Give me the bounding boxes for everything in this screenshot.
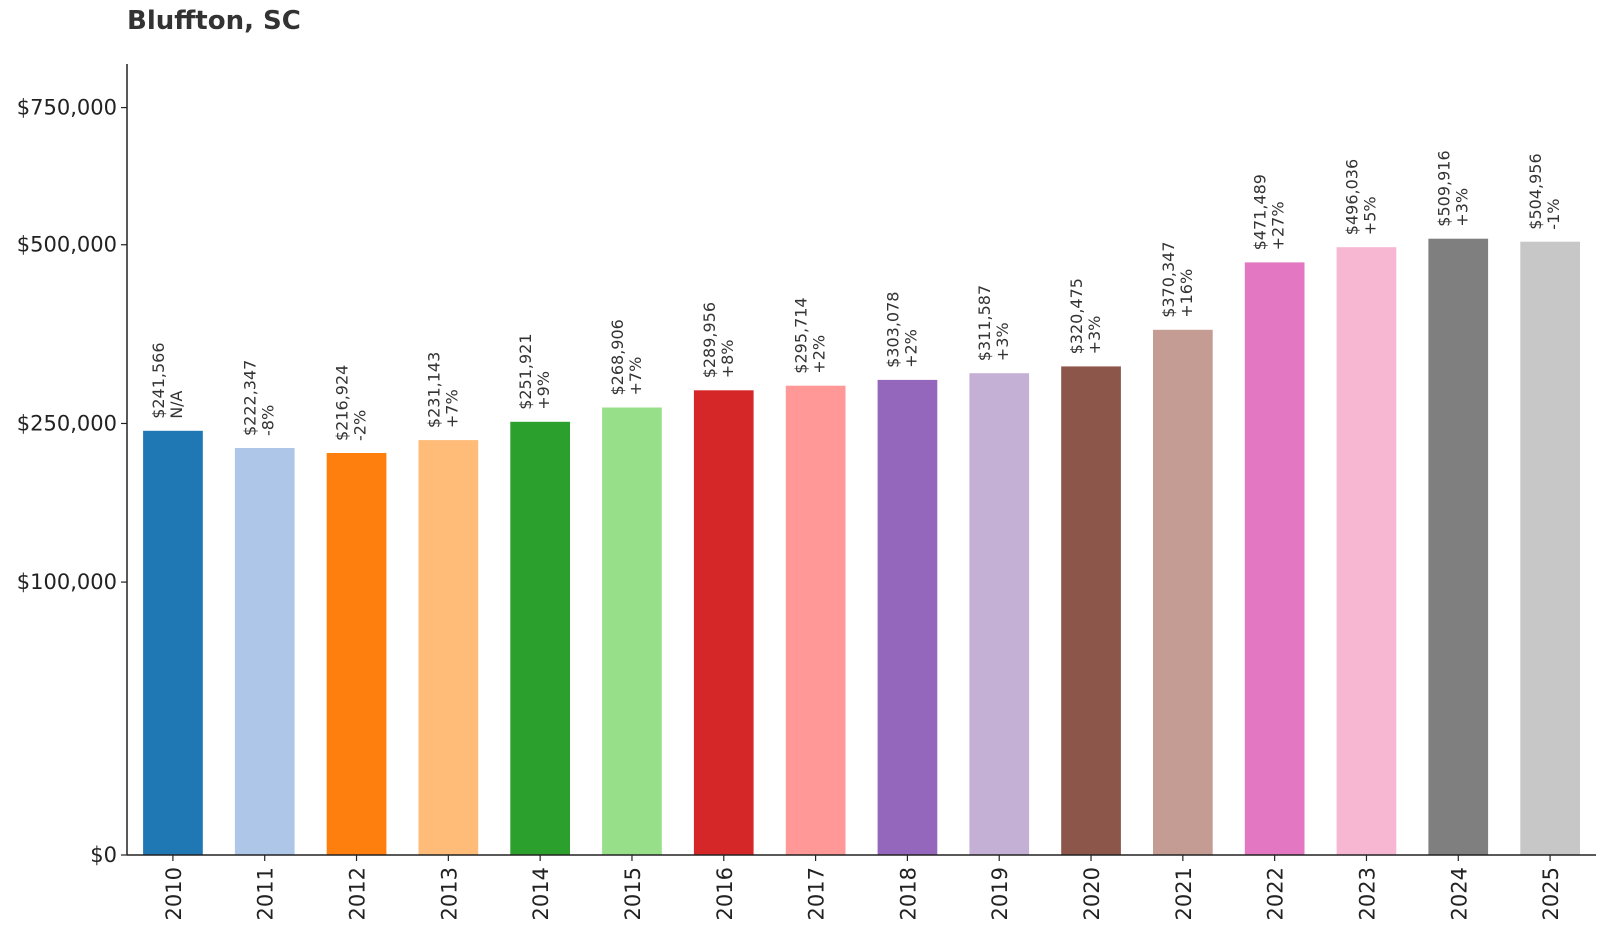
bar-value-text: $295,714 <box>792 297 811 373</box>
bar-value-text: $471,489 <box>1251 174 1270 250</box>
bar-value-text: $509,916 <box>1434 150 1453 226</box>
x-tick-label: 2011 <box>254 867 278 920</box>
bar-change-text: +3% <box>1085 316 1104 355</box>
bar-value-label: $504,956-1% <box>1526 153 1563 229</box>
bar-change-text: +7% <box>626 357 645 396</box>
bar-value-label: $268,906+7% <box>608 319 645 395</box>
bar-value-text: $231,143 <box>424 352 443 428</box>
bar-change-text: +2% <box>901 329 920 368</box>
y-tick-label: $250,000 <box>17 411 117 435</box>
bar-value-text: $504,956 <box>1526 153 1545 229</box>
x-tick-label: 2018 <box>896 867 920 920</box>
x-tick-label: 2022 <box>1264 867 1288 920</box>
bar-2020 <box>1061 366 1121 855</box>
x-tick-label: 2010 <box>162 867 186 920</box>
x-tick-label: 2025 <box>1539 867 1563 920</box>
bar-change-text: +3% <box>1452 188 1471 227</box>
bar-2016 <box>693 390 754 855</box>
bar-value-label: $241,566N/A <box>149 342 186 418</box>
bar-change-text: +2% <box>810 335 829 374</box>
bar-change-text: +7% <box>442 389 461 428</box>
bar-labels-layer: $241,566N/A $222,347-8% $216,924-2% $231,14… <box>149 150 1563 441</box>
bar-value-text: $222,347 <box>241 360 260 436</box>
bar-2021 <box>1153 329 1213 855</box>
bar-2012 <box>326 453 387 855</box>
bar-value-label: $496,036+5% <box>1343 159 1380 235</box>
y-tick-label: $750,000 <box>17 96 117 120</box>
bar-2010 <box>143 430 203 855</box>
chart-title: Bluffton, SC <box>127 6 301 36</box>
x-tick-label: 2024 <box>1447 867 1471 920</box>
bar-value-label: $311,587+3% <box>975 285 1012 361</box>
bar-value-text: $311,587 <box>975 285 994 361</box>
bar-value-label: $251,921+9% <box>516 333 553 409</box>
bar-value-text: $496,036 <box>1343 159 1362 235</box>
bar-change-text: +9% <box>534 371 553 410</box>
y-tick-label: $100,000 <box>17 570 117 594</box>
bar-change-text: +3% <box>993 322 1012 361</box>
bar-2023 <box>1336 247 1397 855</box>
x-tick-label: 2016 <box>713 867 737 920</box>
bar-value-text: $268,906 <box>608 319 627 395</box>
y-tick-label: $0 <box>90 843 117 867</box>
bar-2014 <box>510 421 570 855</box>
bar-change-text: +8% <box>718 340 737 379</box>
bar-change-text: +27% <box>1269 201 1288 250</box>
bar-value-label: $370,347+16% <box>1159 241 1196 317</box>
bar-change-text: -1% <box>1544 199 1563 230</box>
bar-value-label: $216,924-2% <box>333 365 370 441</box>
bar-value-label: $289,956+8% <box>700 302 737 378</box>
bar-2018 <box>877 379 938 855</box>
bar-value-text: $241,566 <box>149 342 168 418</box>
bar-2013 <box>418 440 479 855</box>
bar-value-label: $231,143+7% <box>424 352 461 428</box>
bar-value-text: $320,475 <box>1067 278 1086 354</box>
bar-value-text: $370,347 <box>1159 241 1178 317</box>
bar-value-label: $471,489+27% <box>1251 174 1288 250</box>
bar-change-text: N/A <box>167 390 186 418</box>
y-tick-label: $500,000 <box>17 233 117 257</box>
bar-change-text: +16% <box>1177 269 1196 318</box>
bar-value-label: $303,078+2% <box>883 292 920 368</box>
bar-value-text: $303,078 <box>883 292 902 368</box>
bar-change-text: -2% <box>351 410 370 441</box>
x-tick-label: 2023 <box>1356 867 1380 920</box>
bar-change-text: -8% <box>259 405 278 436</box>
bar-2025 <box>1520 241 1580 855</box>
bar-value-label: $320,475+3% <box>1067 278 1104 354</box>
bar-2024 <box>1428 238 1489 855</box>
bar-value-label: $509,916+3% <box>1434 150 1471 226</box>
x-tick-label: 2013 <box>437 867 461 920</box>
bar-value-text: $289,956 <box>700 302 719 378</box>
x-tick-label: 2017 <box>805 867 829 920</box>
bar-2011 <box>234 448 295 855</box>
x-tick-label: 2020 <box>1080 867 1104 920</box>
bar-value-text: $251,921 <box>516 333 535 409</box>
bar-value-text: $216,924 <box>333 365 352 441</box>
x-tick-label: 2019 <box>988 867 1012 920</box>
bars-layer <box>143 238 1580 855</box>
bar-2017 <box>785 385 846 855</box>
bar-2019 <box>969 373 1030 855</box>
bar-2022 <box>1244 262 1305 855</box>
x-tick-label: 2014 <box>529 867 553 920</box>
bar-value-label: $222,347-8% <box>241 360 278 436</box>
axes-layer: 2010 2011 2012 2013 2014 2015 2016 2017 2018 2019… <box>17 64 1596 920</box>
bar-value-label: $295,714+2% <box>792 297 829 373</box>
bar-2015 <box>602 407 662 855</box>
x-tick-label: 2012 <box>346 867 370 920</box>
x-tick-label: 2015 <box>621 867 645 920</box>
bar-change-text: +5% <box>1361 196 1380 235</box>
x-tick-label: 2021 <box>1172 867 1196 920</box>
